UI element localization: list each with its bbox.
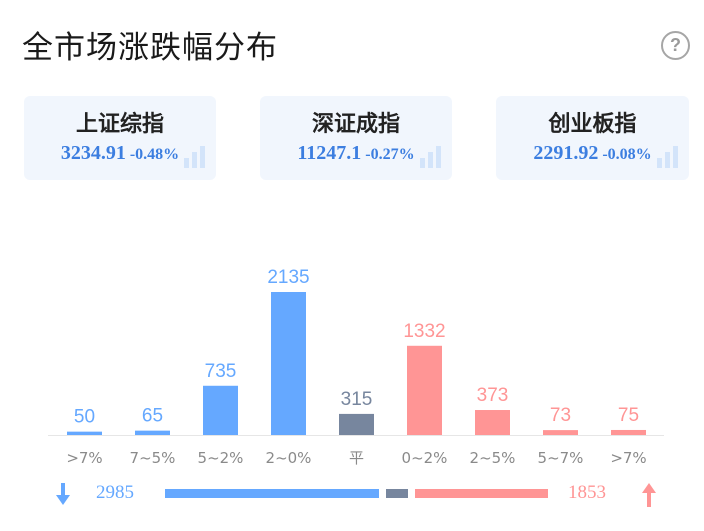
bar-value-label: 735 — [205, 361, 237, 382]
bar[interactable] — [339, 413, 374, 435]
bar[interactable] — [407, 345, 442, 435]
bar[interactable] — [611, 429, 646, 435]
index-change: -0.27% — [365, 146, 415, 163]
bar[interactable] — [543, 430, 578, 435]
bar-value-label: 50 — [74, 407, 95, 428]
bar[interactable] — [67, 431, 102, 435]
category-label: 平 — [349, 449, 364, 467]
flat-proportion-bar — [385, 489, 409, 498]
bar[interactable] — [271, 292, 306, 435]
bar-value-label: 2135 — [267, 267, 309, 288]
category-label: 7~5% — [130, 449, 176, 467]
bar-value-label: 75 — [618, 405, 639, 426]
bar[interactable] — [203, 385, 238, 435]
category-label: >7% — [610, 449, 646, 467]
index-card-shenzhen[interactable]: 深证成指 11247.1 -0.27% — [260, 96, 452, 180]
index-quote: 11247.1 -0.27% — [260, 142, 452, 165]
bar[interactable] — [475, 410, 510, 435]
arrow-down-icon — [56, 483, 70, 505]
down-count: 2985 — [96, 482, 134, 503]
bar-value-label: 315 — [341, 389, 373, 410]
category-label: 2~0% — [266, 449, 312, 467]
index-value: 3234.91 — [60, 142, 126, 164]
index-quote: 2291.92 -0.08% — [496, 142, 689, 165]
index-value: 11247.1 — [297, 142, 362, 164]
bar[interactable] — [135, 430, 170, 435]
index-name: 深证成指 — [311, 112, 400, 137]
up-proportion-bar — [415, 489, 548, 498]
help-icon[interactable]: ? — [661, 31, 690, 60]
index-name: 上证综指 — [75, 112, 164, 137]
category-label: >7% — [66, 449, 102, 467]
index-value: 2291.92 — [533, 142, 599, 164]
category-label: 5~2% — [198, 449, 244, 467]
trend-icon — [184, 146, 205, 168]
page-title: 全市场涨跌幅分布 — [22, 30, 278, 66]
down-proportion-bar — [165, 489, 379, 498]
bar-value-label: 65 — [142, 406, 163, 427]
index-quote: 3234.91 -0.48% — [24, 142, 216, 165]
bar-value-label: 1332 — [403, 321, 445, 342]
up-count: 1853 — [568, 482, 606, 503]
category-label: 0~2% — [402, 449, 448, 467]
index-card-shanghai[interactable]: 上证综指 3234.91 -0.48% — [24, 96, 216, 180]
category-label: 5~7% — [538, 449, 584, 467]
category-label: 2~5% — [470, 449, 516, 467]
index-change: -0.48% — [129, 146, 180, 163]
index-name: 创业板指 — [548, 112, 637, 137]
bar-value-label: 73 — [550, 405, 571, 426]
distribution-chart: 50 >7% 65 7~5% 735 5~2% 2135 2~0% 315 平 1332 0~2% 37… — [48, 267, 664, 467]
bar-value-label: 373 — [477, 385, 509, 406]
index-change: -0.08% — [602, 146, 652, 163]
trend-icon — [657, 146, 678, 168]
index-card-chinext[interactable]: 创业板指 2291.92 -0.08% — [496, 96, 689, 180]
arrow-up-icon — [642, 483, 656, 507]
trend-icon — [420, 146, 441, 168]
